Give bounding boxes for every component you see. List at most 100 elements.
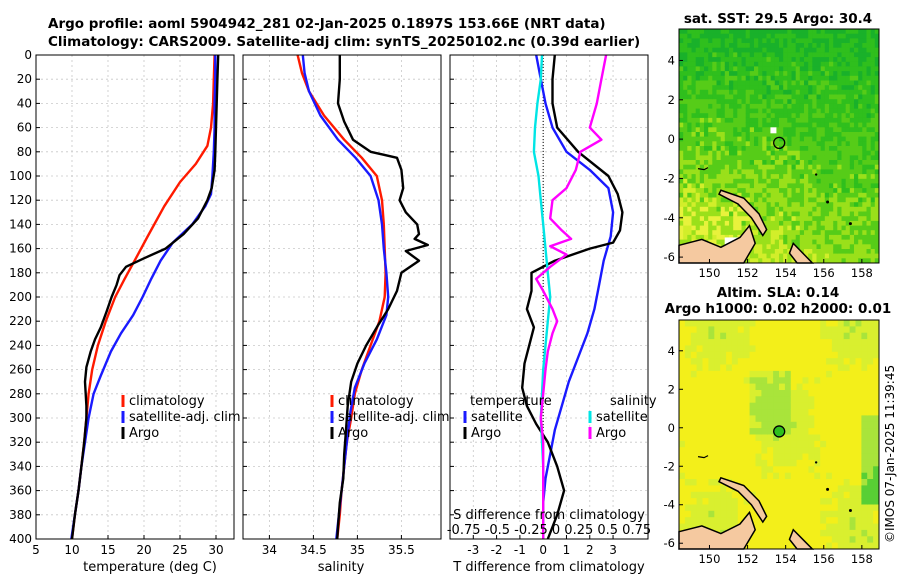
map-cell — [737, 459, 745, 467]
map-cell — [784, 428, 792, 435]
map-cell — [870, 164, 876, 170]
map-cell — [814, 466, 821, 474]
legend-label-climatology: climatology — [129, 394, 205, 409]
map-cell — [767, 402, 774, 410]
map-cell — [687, 103, 692, 109]
map-cell — [696, 498, 703, 505]
map-cell — [714, 409, 721, 416]
map-cell — [799, 164, 805, 170]
map-cell — [829, 132, 834, 138]
map-cell — [820, 409, 827, 416]
map-cell — [720, 220, 726, 226]
map-cell — [874, 141, 880, 147]
map-cell — [741, 220, 747, 226]
map-x-tick-label: 158 — [851, 552, 873, 566]
map-cell — [833, 127, 838, 133]
map-cell — [874, 71, 880, 77]
map-cell — [737, 113, 742, 119]
map-cell — [704, 38, 709, 44]
map-cell — [829, 206, 834, 212]
map-cell — [679, 66, 684, 72]
map-cell — [684, 510, 692, 518]
map-cell — [862, 71, 867, 77]
map-cell — [766, 234, 772, 240]
map-cell — [862, 197, 867, 203]
map-cell — [873, 409, 880, 416]
map-cell — [708, 523, 715, 531]
map-cell — [737, 510, 745, 518]
map-cell — [808, 188, 813, 194]
map-cell — [712, 122, 717, 128]
map-cell — [790, 351, 798, 359]
map-cell — [758, 57, 763, 63]
map-cell — [826, 466, 833, 474]
map-cell — [702, 421, 709, 429]
map-cell — [737, 498, 745, 505]
map-cell — [712, 234, 717, 240]
map-cell — [708, 517, 715, 524]
map-cell — [729, 89, 734, 95]
map-cell — [804, 188, 809, 194]
map-cell — [683, 202, 688, 208]
map-cell — [691, 89, 697, 95]
map-cell — [804, 38, 809, 44]
map-cell — [791, 164, 797, 170]
map-cell — [762, 38, 767, 44]
map-cell — [873, 370, 880, 378]
map-cell — [708, 510, 715, 518]
map-cell — [833, 113, 838, 119]
map-cell — [812, 85, 817, 91]
map-cell — [837, 409, 845, 416]
map-cell — [799, 169, 805, 175]
map-cell — [824, 220, 830, 226]
map-cell — [770, 183, 776, 189]
map-cell — [762, 192, 767, 198]
map-cell — [737, 75, 742, 81]
map-cell — [733, 160, 738, 166]
map-cell — [684, 447, 692, 454]
map-cell — [720, 421, 727, 429]
map-cell — [802, 504, 809, 512]
map-cell — [808, 43, 813, 49]
map-cell — [820, 485, 827, 493]
map-cell — [824, 38, 830, 44]
map-cell — [808, 33, 813, 39]
map-cell — [696, 504, 703, 512]
map-cell — [743, 415, 750, 423]
map-cell — [784, 529, 792, 537]
map-cell — [720, 89, 726, 95]
map-cell — [791, 225, 797, 231]
map-cell — [820, 160, 826, 166]
map-cell — [696, 459, 703, 467]
map-cell — [873, 390, 880, 397]
map-cell — [874, 99, 880, 105]
map-cell — [796, 339, 803, 346]
map-cell — [720, 155, 726, 161]
map-cell — [841, 122, 847, 128]
map-cell — [795, 99, 801, 105]
map-cell — [758, 99, 763, 105]
map-cell — [679, 164, 684, 170]
map-cell — [755, 415, 762, 423]
x-tick-label: 30 — [208, 543, 223, 557]
map-cell — [849, 396, 856, 404]
map-cell — [874, 29, 880, 35]
map-cell — [870, 122, 876, 128]
map-cell — [795, 29, 801, 35]
map-cell — [712, 216, 717, 222]
map-cell — [787, 150, 792, 156]
map-cell — [774, 169, 780, 175]
map-cell — [708, 183, 713, 189]
map-cell — [704, 178, 709, 184]
map-cell — [833, 160, 838, 166]
map-cell — [855, 529, 862, 537]
map-cell — [733, 57, 738, 63]
map-cell — [712, 202, 717, 208]
map-cell — [691, 206, 697, 212]
map-cell — [870, 75, 876, 81]
map-cell — [791, 29, 797, 35]
map-cell — [716, 160, 722, 166]
map-cell — [849, 434, 856, 442]
map-cell — [699, 216, 705, 222]
map-cell — [699, 29, 705, 35]
